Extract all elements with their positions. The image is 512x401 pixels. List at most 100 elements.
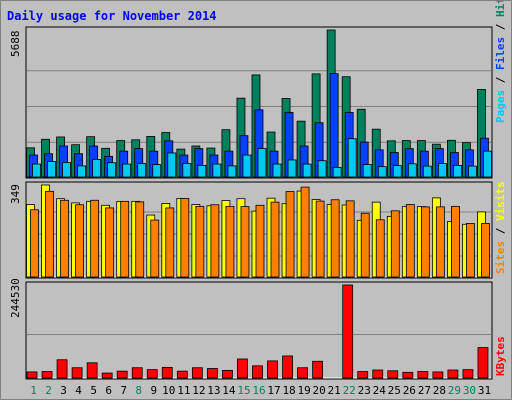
x-tick-label-day-22: 22 xyxy=(343,384,356,397)
pages-bar-day-7 xyxy=(122,163,132,178)
kbytes-bar-day-6 xyxy=(101,372,113,379)
visits-bar-day-10 xyxy=(165,207,175,278)
visits-bar-day-14 xyxy=(225,205,235,278)
files-bar-day-21 xyxy=(329,73,339,178)
visits-bar-day-1 xyxy=(30,209,39,278)
visits-bar-day-13 xyxy=(210,204,220,278)
panel-3-background xyxy=(25,281,493,380)
visits-bar-day-30 xyxy=(466,223,475,278)
visits-bar-day-17 xyxy=(270,201,280,278)
visits-bar-day-3 xyxy=(60,199,69,278)
kbytes-bar-day-9 xyxy=(146,369,158,379)
pages-bar-day-29 xyxy=(453,164,462,178)
kbytes-bar-day-30 xyxy=(462,369,474,379)
visits-bar-day-24 xyxy=(375,219,385,278)
pages-bar-day-10 xyxy=(167,152,177,178)
pages-bar-day-6 xyxy=(107,162,117,178)
kbytes-bar-day-25 xyxy=(387,370,399,379)
pages-bar-day-21 xyxy=(332,167,342,178)
visits-bar-day-11 xyxy=(180,198,190,278)
x-tick-label-day-12: 12 xyxy=(192,384,205,397)
pages-bar-day-13 xyxy=(212,163,222,178)
pages-bar-day-5 xyxy=(92,159,102,178)
pages-bar-day-25 xyxy=(392,165,402,178)
pages-bar-day-12 xyxy=(197,164,207,178)
x-tick-label-day-24: 24 xyxy=(373,384,387,397)
visits-bar-day-6 xyxy=(105,207,115,278)
x-tick-label-day-23: 23 xyxy=(358,384,371,397)
kbytes-bar-day-4 xyxy=(71,367,83,379)
x-tick-label-day-5: 5 xyxy=(90,384,97,397)
pages-bar-day-8 xyxy=(137,163,147,178)
kbytes-bar-day-2 xyxy=(41,371,53,379)
visits-bar-day-29 xyxy=(451,205,460,278)
kbytes-bar-day-15 xyxy=(237,358,248,379)
visits-bar-day-31 xyxy=(481,223,490,278)
pages-bar-day-31 xyxy=(483,150,492,178)
pages-bar-day-11 xyxy=(182,163,192,178)
panel-1-axis-label-hits: Hits xyxy=(494,1,507,17)
pages-bar-day-14 xyxy=(227,165,237,178)
visits-bar-day-19 xyxy=(300,186,310,278)
x-tick-label-day-1: 1 xyxy=(30,384,37,397)
visits-bar-day-25 xyxy=(390,210,400,278)
pages-bar-day-1 xyxy=(32,163,41,178)
kbytes-bar-day-8 xyxy=(131,367,143,379)
x-tick-label-day-10: 10 xyxy=(162,384,175,397)
x-tick-label-day-27: 27 xyxy=(418,384,431,397)
pages-bar-day-30 xyxy=(468,165,477,178)
pages-bar-day-23 xyxy=(362,164,372,178)
panel-3-ymax-label: 244530 xyxy=(9,278,22,318)
kbytes-bar-day-19 xyxy=(297,367,308,379)
pages-bar-day-17 xyxy=(272,163,282,178)
kbytes-bar-day-28 xyxy=(432,371,444,379)
x-tick-label-day-20: 20 xyxy=(313,384,326,397)
kbytes-bar-day-1 xyxy=(26,371,38,379)
visits-bar-day-7 xyxy=(120,200,130,278)
pages-bar-day-20 xyxy=(317,160,327,178)
pages-bar-day-24 xyxy=(377,166,387,178)
visits-bar-day-27 xyxy=(420,206,430,278)
visits-bar-day-9 xyxy=(150,219,160,278)
x-tick-label-day-21: 21 xyxy=(328,384,341,397)
visits-bar-day-8 xyxy=(135,201,145,278)
pages-bar-day-19 xyxy=(302,163,312,178)
panel-1-axis-label-separator: / xyxy=(494,17,507,37)
panel-2-axis-label-separator: / xyxy=(494,221,507,241)
pages-bar-day-22 xyxy=(347,138,357,178)
x-tick-label-day-14: 14 xyxy=(222,384,236,397)
x-tick-label-day-26: 26 xyxy=(403,384,416,397)
visits-bar-day-28 xyxy=(435,206,445,278)
x-tick-label-day-30: 30 xyxy=(463,384,476,397)
visits-bar-day-16 xyxy=(255,204,265,278)
panel-2-axis-label-sites: Sites xyxy=(494,241,507,274)
pages-bar-day-18 xyxy=(287,159,297,178)
x-tick-label-day-9: 9 xyxy=(150,384,157,397)
kbytes-bar-day-18 xyxy=(282,355,293,379)
panel-1-axis-label: Pages / Files / Hits xyxy=(494,1,507,123)
kbytes-bar-day-31 xyxy=(477,347,489,379)
x-tick-label-day-6: 6 xyxy=(105,384,112,397)
kbytes-bar-day-7 xyxy=(116,370,128,379)
pages-bar-day-27 xyxy=(422,165,432,178)
kbytes-bar-day-10 xyxy=(161,366,173,379)
x-tick-label-day-17: 17 xyxy=(267,384,280,397)
x-tick-label-day-7: 7 xyxy=(120,384,127,397)
x-tick-label-day-11: 11 xyxy=(177,384,190,397)
visits-bar-day-5 xyxy=(90,199,100,278)
panel-1-axis-label-separator: / xyxy=(494,70,507,90)
x-tick-label-day-31: 31 xyxy=(478,384,491,397)
kbytes-bar-day-12 xyxy=(191,367,203,379)
pages-bar-day-26 xyxy=(407,163,417,178)
x-tick-label-day-16: 16 xyxy=(252,384,265,397)
pages-bar-day-15 xyxy=(242,154,252,178)
kbytes-bar-day-29 xyxy=(447,369,459,379)
x-tick-label-day-3: 3 xyxy=(60,384,67,397)
visits-bar-day-18 xyxy=(285,191,295,278)
visits-bar-day-23 xyxy=(360,212,370,278)
pages-bar-day-16 xyxy=(257,148,267,178)
panel-1-axis-label-files: Files xyxy=(494,37,507,70)
kbytes-bar-day-5 xyxy=(86,362,98,379)
kbytes-bar-day-16 xyxy=(252,365,263,379)
